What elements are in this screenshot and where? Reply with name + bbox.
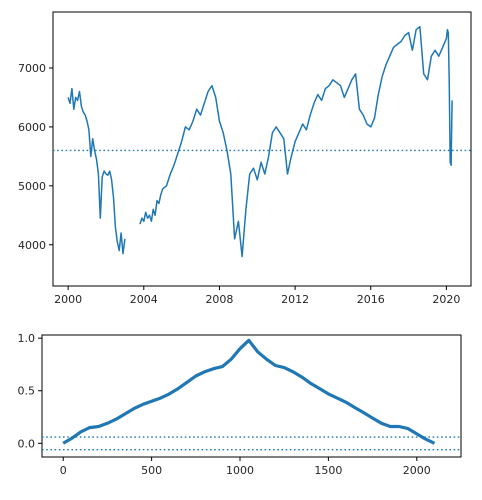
bottom-chart: 0 500 1000 1500 2000 0.0 0.5 1.0 (18, 332, 462, 477)
x-tick-label: 2016 (357, 293, 385, 306)
x-tick-label: 2000 (54, 293, 82, 306)
x-tick-label: 0 (60, 464, 67, 477)
x-tick-label: 2020 (432, 293, 460, 306)
plot-frame (52, 11, 472, 287)
y-tick-label: 4000 (18, 239, 46, 252)
y-tick-label: 7000 (18, 62, 46, 75)
y-tick-label: 0.0 (18, 437, 36, 450)
y-tick-label: 6000 (18, 121, 46, 134)
x-tick-label: 500 (141, 464, 162, 477)
x-tick-label: 1000 (226, 464, 254, 477)
x-tick-label: 2004 (130, 293, 158, 306)
y-tick-label: 0.5 (18, 385, 36, 398)
series-line (62, 338, 436, 445)
x-tick-label: 2000 (403, 464, 431, 477)
plot-frame (41, 334, 462, 458)
x-tick-label: 1500 (314, 464, 342, 477)
series-line (139, 25, 453, 258)
top-chart: 2000 2004 2008 2012 2016 2020 4000 5000 6000 7000 (18, 11, 472, 306)
y-tick-label: 5000 (18, 180, 46, 193)
x-tick-label: 2012 (281, 293, 309, 306)
series-line (67, 87, 126, 255)
y-tick-label: 1.0 (18, 332, 36, 345)
x-tick-label: 2008 (205, 293, 233, 306)
